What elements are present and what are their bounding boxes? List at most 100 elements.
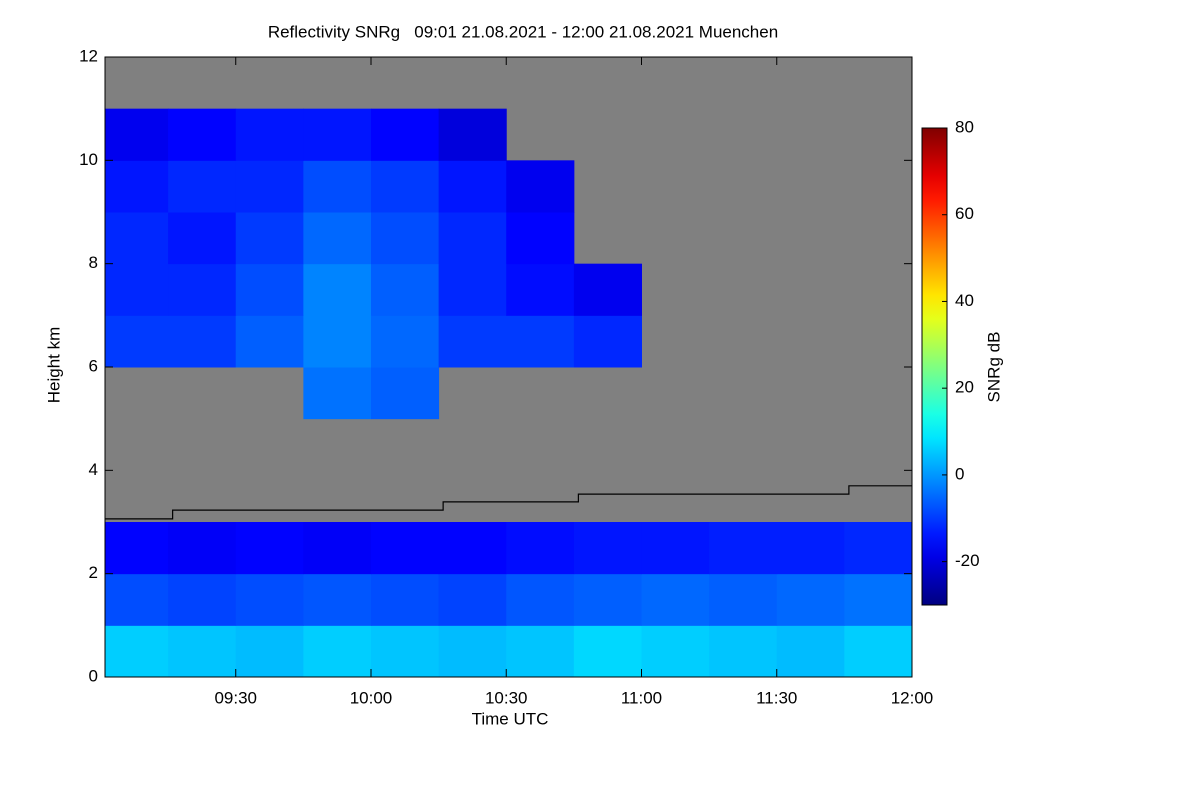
heatmap-cell [168,212,237,265]
heatmap-cell [573,625,642,678]
heatmap-cell [105,573,169,626]
heatmap-cell [573,263,642,316]
heatmap-cell [168,263,237,316]
heatmap-cell [506,522,575,575]
heatmap-cell [844,522,913,575]
heatmap-cell [776,573,845,626]
colorbar-tick-label: 0 [955,464,964,483]
heatmap-cell [709,573,778,626]
y-tick-label: 12 [79,46,98,65]
y-tick-label: 6 [89,356,98,375]
heatmap-cell [235,315,304,368]
heatmap-cell [168,108,237,161]
heatmap-cell [303,367,372,420]
heatmap-cell [370,367,440,420]
heatmap-cell [370,315,440,368]
heatmap-cell [235,160,304,213]
heatmap-cell [235,263,304,316]
heatmap-cell [709,522,778,575]
y-tick-label: 10 [79,150,98,169]
heatmap-cell [370,573,440,626]
x-tick-label: 09:30 [214,688,257,707]
chart-title: Reflectivity SNRg 09:01 21.08.2021 - 12:… [268,22,778,41]
heatmap-cell [506,573,575,626]
heatmap-cell [506,160,575,213]
heatmap-cell [776,625,845,678]
y-tick-label: 0 [89,666,98,685]
mixing-layer-line [105,485,912,520]
heatmap-cell [438,625,507,678]
heatmap-cell [438,573,507,626]
heatmap-cell [235,625,304,678]
x-tick-label: 12:00 [891,688,934,707]
heatmap-cell [370,108,440,161]
y-tick-label: 2 [89,563,98,582]
x-tick-label: 11:00 [621,688,662,707]
heatmap-cell [573,522,642,575]
heatmap-cell [641,625,710,678]
heatmap-cell [709,625,778,678]
x-axis-label: Time UTC [472,709,549,728]
x-tick-label: 10:00 [350,688,393,707]
heatmap-cell [105,625,169,678]
colorbar-label: SNRg dB [984,332,1003,403]
heatmap-cell [506,315,575,368]
heatmap-cell [303,160,372,213]
heatmap-cell [641,573,710,626]
colorbar-tick-label: 20 [955,378,974,397]
heatmap-cell [168,160,237,213]
heatmap-cell [370,625,440,678]
heatmap-cell [105,212,169,265]
heatmap-cell [105,263,169,316]
heatmap-cell [506,625,575,678]
y-axis-label: Height km [44,327,63,404]
y-tick-label: 4 [89,460,98,479]
heatmap-cell [235,522,304,575]
heatmap-cell [573,315,642,368]
heatmap-cell [573,573,642,626]
heatmap-cell [370,263,440,316]
heatmap-cell [303,315,372,368]
heatmap-cell [105,108,169,161]
heatmap-cell [235,108,304,161]
heatmap-cell [303,522,372,575]
heatmap-cell [370,522,440,575]
heatmap-cell [105,160,169,213]
heatmap-cell [506,212,575,265]
heatmap-cell [105,522,169,575]
heatmap-cell [438,263,507,316]
heatmap-cell [641,522,710,575]
colorbar-tick-label: 80 [955,117,974,136]
y-tick-label: 8 [89,253,98,272]
heatmap-cell [370,212,440,265]
heatmap-cell [776,522,845,575]
colorbar-tick-label: 60 [955,204,974,223]
heatmap-cell [438,160,507,213]
heatmap-cell [168,522,237,575]
heatmap-cell [303,108,372,161]
heatmap-cell [844,625,913,678]
heatmap-cell [105,315,169,368]
x-tick-label: 11:30 [756,688,797,707]
heatmap-cell [168,573,237,626]
heatmap-cell [168,625,237,678]
heatmap-cell [506,263,575,316]
heatmap-cell [844,573,913,626]
heatmap-cell [438,108,507,161]
heatmap-cell [370,160,440,213]
heatmap-cell [235,212,304,265]
colorbar [921,127,948,606]
heatmap-cell [438,212,507,265]
heatmap-cell [303,625,372,678]
heatmap-cell [303,573,372,626]
colorbar-tick-label: 40 [955,291,974,310]
heatmap-cell [235,573,304,626]
heatmap-cell [303,212,372,265]
heatmap-cell [438,315,507,368]
heatmap-cell [168,315,237,368]
x-tick-label: 10:30 [485,688,528,707]
colorbar-tick-label: -20 [955,551,980,570]
heatmap-cell [438,522,507,575]
heatmap-cell [303,263,372,316]
